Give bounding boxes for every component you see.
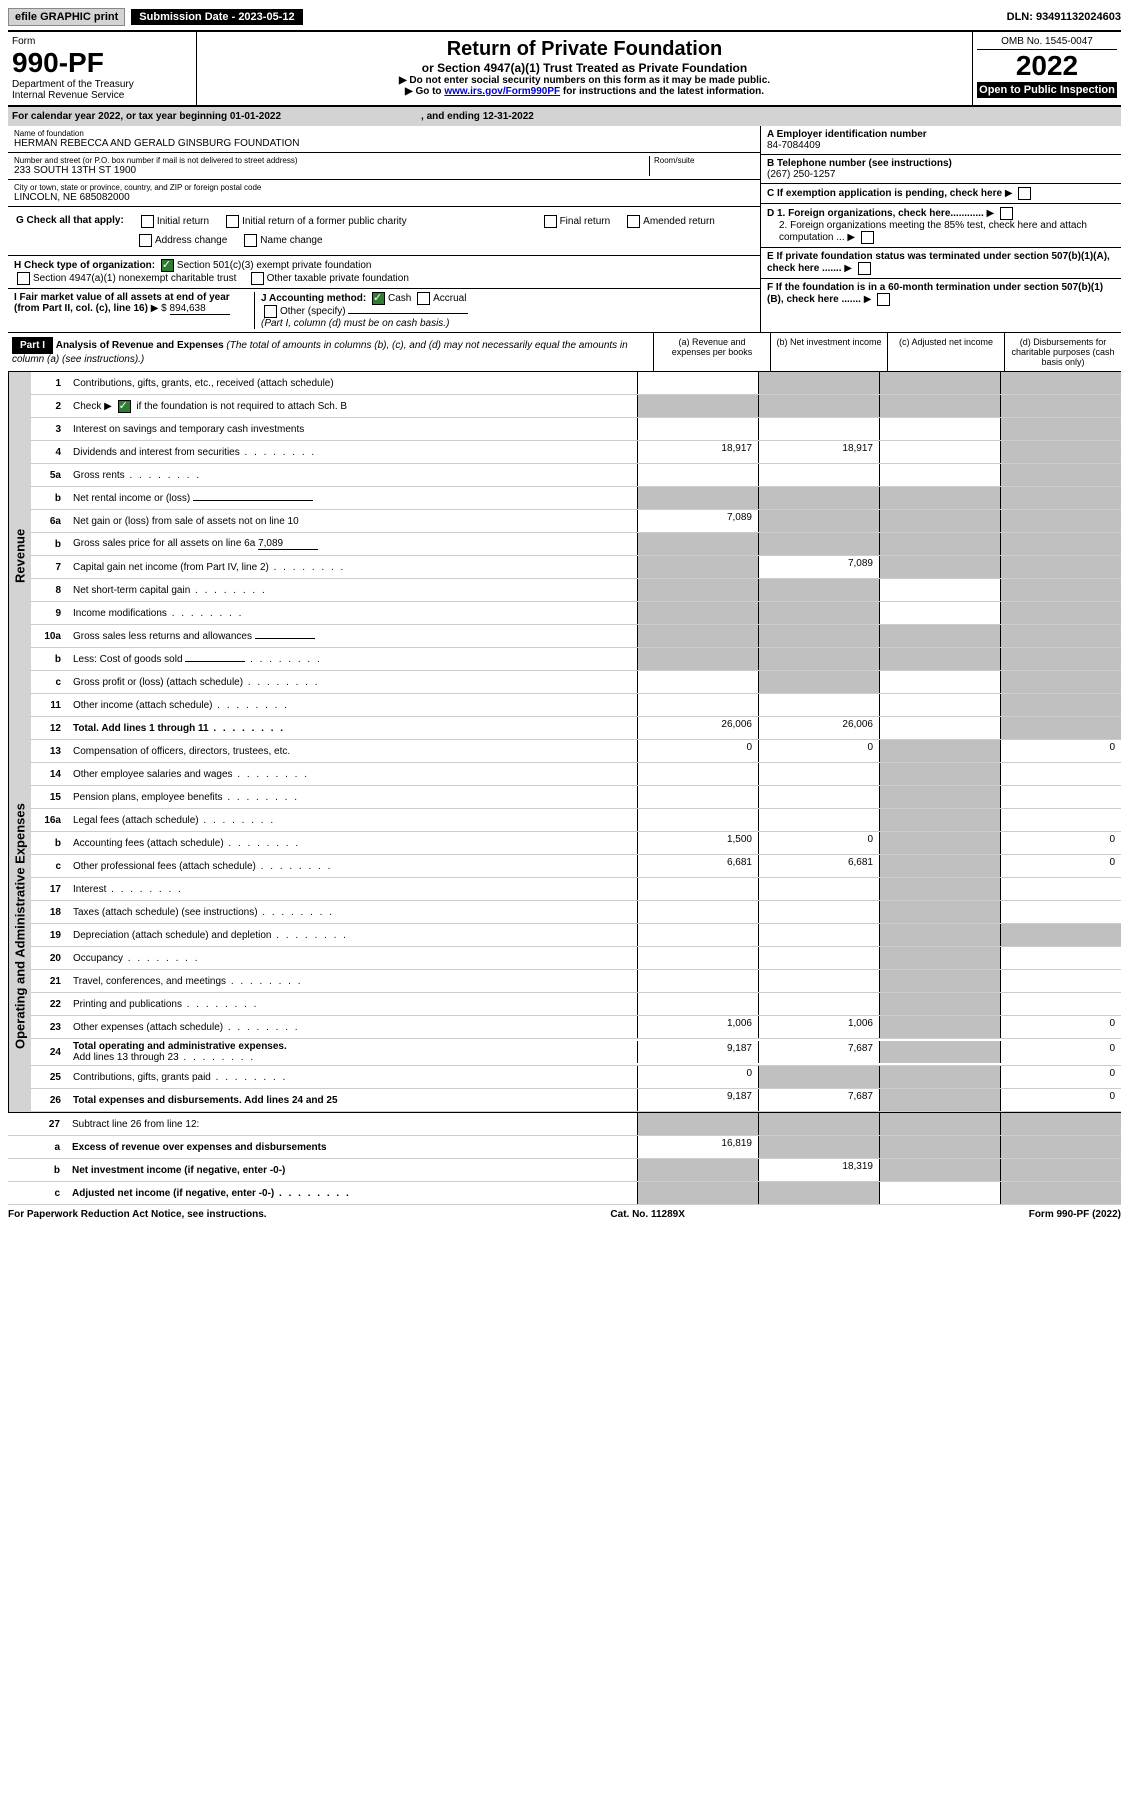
- col-c-header: (c) Adjusted net income: [887, 333, 1004, 371]
- initial-return-checkbox[interactable]: [141, 215, 154, 228]
- dept-label: Department of the Treasury: [12, 79, 192, 90]
- expenses-label: Operating and Administrative Expenses: [8, 740, 31, 1112]
- open-public: Open to Public Inspection: [977, 82, 1117, 98]
- d1-label: D 1. Foreign organizations, check here..…: [767, 208, 984, 219]
- form-number: 990-PF: [12, 47, 192, 79]
- c-label: C If exemption application is pending, c…: [767, 188, 1002, 199]
- schb-checkbox[interactable]: [118, 400, 131, 413]
- ein: 84-7084409: [767, 140, 1115, 151]
- col-b-header: (b) Net investment income: [770, 333, 887, 371]
- 501c3-checkbox[interactable]: [161, 259, 174, 272]
- fmv-value: 894,638: [170, 303, 230, 315]
- submission-date: Submission Date - 2023-05-12: [131, 9, 302, 25]
- revenue-section: Revenue 1Contributions, gifts, grants, e…: [8, 372, 1121, 740]
- part1-label: Part I: [12, 337, 53, 354]
- name-label: Name of foundation: [14, 129, 754, 138]
- instr-1: ▶ Do not enter social security numbers o…: [203, 75, 966, 86]
- amended-checkbox[interactable]: [627, 215, 640, 228]
- paperwork-notice: For Paperwork Reduction Act Notice, see …: [8, 1209, 267, 1220]
- col-a-header: (a) Revenue and expenses per books: [653, 333, 770, 371]
- f-label: F If the foundation is in a 60-month ter…: [767, 282, 1103, 305]
- dln-label: DLN: 93491132024603: [1007, 11, 1121, 23]
- other-tax-checkbox[interactable]: [251, 272, 264, 285]
- phone-label: B Telephone number (see instructions): [767, 158, 1115, 169]
- calendar-year-row: For calendar year 2022, or tax year begi…: [8, 107, 1121, 126]
- e-label: E If private foundation status was termi…: [767, 251, 1110, 274]
- final-return-checkbox[interactable]: [544, 215, 557, 228]
- other-method-checkbox[interactable]: [264, 305, 277, 318]
- form-link[interactable]: www.irs.gov/Form990PF: [444, 86, 560, 97]
- d2-label: 2. Foreign organizations meeting the 85%…: [779, 220, 1087, 243]
- expenses-section: Operating and Administrative Expenses 13…: [8, 740, 1121, 1112]
- city-label: City or town, state or province, country…: [14, 183, 754, 192]
- form-word: Form: [12, 36, 192, 47]
- efile-button[interactable]: efile GRAPHIC print: [8, 8, 125, 26]
- page-footer: For Paperwork Reduction Act Notice, see …: [8, 1205, 1121, 1220]
- address: 233 SOUTH 13TH ST 1900: [14, 165, 649, 176]
- instr-2: ▶ Go to www.irs.gov/Form990PF for instru…: [203, 86, 966, 97]
- entity-info: Name of foundation HERMAN REBECCA AND GE…: [8, 126, 1121, 332]
- d2-checkbox[interactable]: [861, 231, 874, 244]
- form-header: Form 990-PF Department of the Treasury I…: [8, 30, 1121, 107]
- form-subtitle: or Section 4947(a)(1) Trust Treated as P…: [203, 61, 966, 75]
- e-checkbox[interactable]: [858, 262, 871, 275]
- initial-former-checkbox[interactable]: [226, 215, 239, 228]
- room-label: Room/suite: [654, 156, 754, 165]
- col-d-header: (d) Disbursements for charitable purpose…: [1004, 333, 1121, 371]
- g-label: G Check all that apply:: [16, 215, 124, 228]
- part1-header: Part I Analysis of Revenue and Expenses …: [8, 332, 1121, 372]
- j-label: J Accounting method:: [261, 293, 366, 304]
- address-change-checkbox[interactable]: [139, 234, 152, 247]
- 4947-checkbox[interactable]: [17, 272, 30, 285]
- cash-checkbox[interactable]: [372, 292, 385, 305]
- addr-label: Number and street (or P.O. box number if…: [14, 156, 649, 165]
- h-label: H Check type of organization:: [14, 260, 155, 271]
- top-bar: efile GRAPHIC print Submission Date - 20…: [8, 8, 1121, 26]
- form-ref: Form 990-PF (2022): [1029, 1209, 1121, 1220]
- d1-checkbox[interactable]: [1000, 207, 1013, 220]
- city: LINCOLN, NE 685082000: [14, 192, 754, 203]
- foundation-name: HERMAN REBECCA AND GERALD GINSBURG FOUND…: [14, 138, 754, 149]
- accrual-checkbox[interactable]: [417, 292, 430, 305]
- ein-label: A Employer identification number: [767, 129, 1115, 140]
- form-title: Return of Private Foundation: [203, 38, 966, 61]
- revenue-label: Revenue: [8, 372, 31, 740]
- c-checkbox[interactable]: [1018, 187, 1031, 200]
- irs-label: Internal Revenue Service: [12, 90, 192, 101]
- name-change-checkbox[interactable]: [244, 234, 257, 247]
- phone: (267) 250-1257: [767, 169, 1115, 180]
- cat-number: Cat. No. 11289X: [610, 1209, 684, 1220]
- tax-year: 2022: [977, 50, 1117, 82]
- omb-number: OMB No. 1545-0047: [977, 36, 1117, 50]
- f-checkbox[interactable]: [877, 293, 890, 306]
